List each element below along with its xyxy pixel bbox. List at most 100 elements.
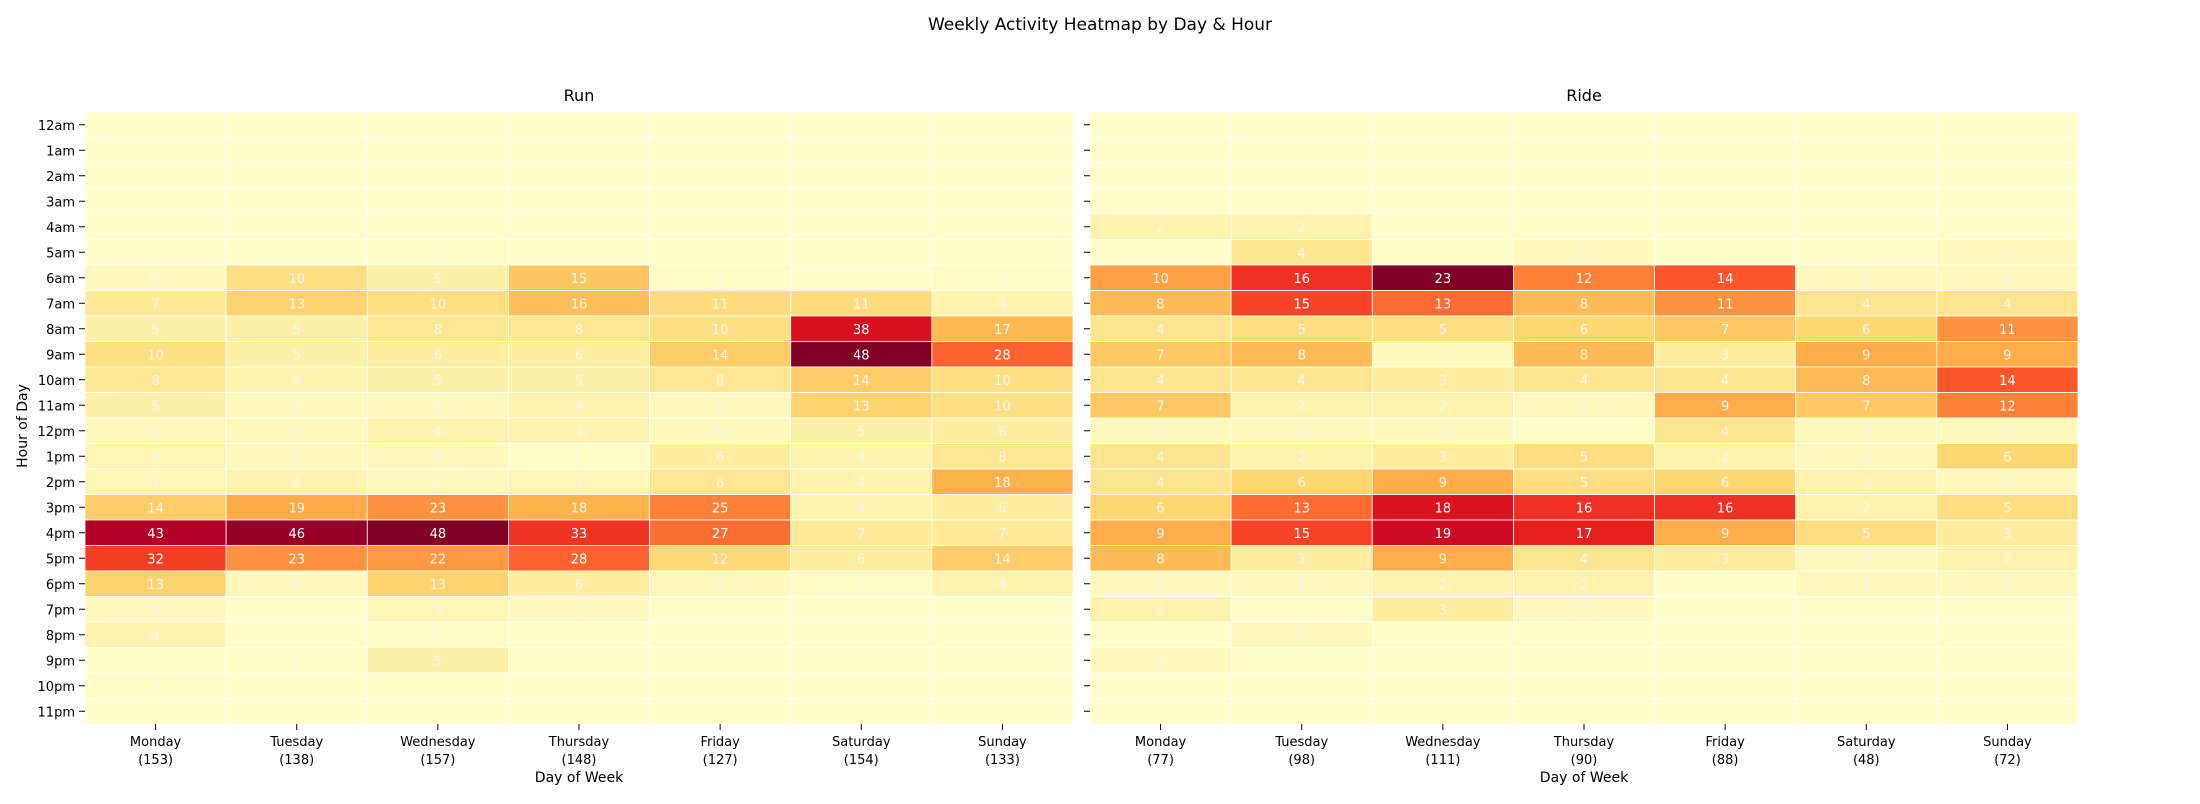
cell-value-label: 15 (1293, 297, 1310, 312)
heatmap-cell (508, 239, 650, 266)
heatmap-cell (1371, 443, 1514, 470)
cell-value-label: 11 (1999, 323, 2016, 338)
y-tick-label: 12am (38, 119, 75, 134)
cell-value-label: 2 (1439, 578, 1447, 593)
cell-value-label: 9 (1862, 348, 1870, 363)
heatmap-cell (1795, 188, 1938, 215)
heatmap-cell (1230, 188, 1373, 215)
heatmap-cell (508, 315, 650, 342)
x-tick-day-label: Friday (1705, 735, 1745, 750)
heatmap-cell (225, 392, 368, 419)
heatmap-cell (225, 137, 368, 164)
cell-value-label: 10 (147, 348, 164, 363)
heatmap-cell (931, 213, 1074, 240)
heatmap-cell (1089, 341, 1232, 368)
cell-value-label: 14 (853, 374, 870, 389)
heatmap-cell (931, 111, 1074, 138)
y-axis-label: Hour of Day (15, 384, 31, 468)
heatmap-cell (225, 162, 368, 189)
x-tick-day-label: Sunday (1983, 735, 2032, 750)
cell-value-label: 4 (1580, 552, 1588, 567)
cell-value-label: 4 (434, 425, 442, 440)
heatmap-cell (1936, 188, 2079, 215)
heatmap-cell (366, 672, 509, 699)
cell-value-label: 2 (151, 272, 159, 287)
panel-title: Ride (1566, 86, 1602, 105)
x-tick-day-label: Saturday (1837, 735, 1896, 750)
heatmap-cell (790, 111, 933, 138)
heatmap-cell (1089, 315, 1232, 342)
heatmap-cell (649, 315, 792, 342)
cell-value-label: 3 (1721, 348, 1729, 363)
cell-value-label: 23 (430, 501, 447, 516)
heatmap-cell (649, 264, 792, 291)
cell-value-label: 1 (1156, 654, 1164, 669)
y-tick-label: 9pm (46, 654, 75, 669)
heatmap-cell (1795, 596, 1938, 623)
cell-value-label: 1 (1862, 450, 1870, 465)
cell-value-label: 4 (1580, 374, 1588, 389)
cell-value-label: 3 (151, 476, 159, 491)
heatmap-cell (1230, 647, 1373, 674)
cell-value-label: 5 (151, 323, 159, 338)
heatmap-cell (1371, 417, 1514, 444)
heatmap-cell (1513, 213, 1655, 240)
heatmap-cell (84, 366, 227, 393)
heatmap-cell (508, 672, 650, 699)
cell-value-label: 13 (1435, 297, 1452, 312)
heatmap-cell (1936, 647, 2079, 674)
heatmap-cell (790, 315, 933, 342)
cell-value-label: 8 (716, 476, 724, 491)
heatmap-cell (1795, 570, 1938, 597)
cell-value-label: 6 (857, 552, 865, 567)
heatmap-cell (1089, 162, 1232, 189)
heatmap-cell (1089, 443, 1232, 470)
heatmap-cell (1936, 264, 2079, 291)
heatmap-cell (1371, 213, 1514, 240)
cell-value-label: 2 (1156, 221, 1164, 236)
heatmap-cell (1654, 213, 1797, 240)
heatmap-cell (790, 545, 933, 572)
heatmap-cell (84, 443, 227, 470)
heatmap-cell (225, 545, 368, 572)
heatmap-cell (84, 264, 227, 291)
y-tick-label: 10am (38, 374, 75, 389)
heatmap-cell (790, 443, 933, 470)
x-tick-total-label: (88) (1712, 753, 1739, 768)
cell-value-label: 19 (288, 501, 305, 516)
cell-value-label: 2 (1156, 603, 1164, 618)
heatmap-cell (1936, 239, 2079, 266)
x-tick-day-label: Tuesday (269, 735, 323, 750)
cell-value-label: 13 (853, 399, 870, 414)
heatmap-cell (790, 341, 933, 368)
x-tick-total-label: (153) (138, 753, 173, 768)
cell-value-label: 2 (1298, 450, 1306, 465)
cell-value-label: 8 (1580, 297, 1588, 312)
heatmap-cell (649, 672, 792, 699)
heatmap-cell (508, 570, 650, 597)
cell-value-label: 19 (1435, 527, 1452, 542)
heatmap-cell (225, 672, 368, 699)
cell-value-label: 1 (434, 629, 442, 644)
cell-value-label: 5 (434, 374, 442, 389)
heatmap-cell (1654, 443, 1797, 470)
heatmap-cell (366, 366, 509, 393)
heatmap-cell (508, 494, 650, 521)
heatmap-cell (508, 188, 650, 215)
x-tick-total-label: (72) (1994, 753, 2021, 768)
y-tick-label: 6pm (46, 578, 75, 593)
cell-value-label: 15 (1293, 527, 1310, 542)
heatmap-cell (366, 570, 509, 597)
heatmap-cell (1795, 341, 1938, 368)
y-tick-label: 6am (46, 272, 75, 287)
cell-value-label: 14 (147, 501, 164, 516)
heatmap-cell (1795, 392, 1938, 419)
heatmap-cell (931, 596, 1074, 623)
heatmap-cell (1654, 647, 1797, 674)
heatmap-cell (1371, 392, 1514, 419)
cell-value-label: 7 (998, 527, 1006, 542)
heatmap-cell (1513, 162, 1655, 189)
cell-value-label: 3 (575, 476, 583, 491)
heatmap-cell (366, 213, 509, 240)
heatmap-cell (1513, 621, 1655, 648)
